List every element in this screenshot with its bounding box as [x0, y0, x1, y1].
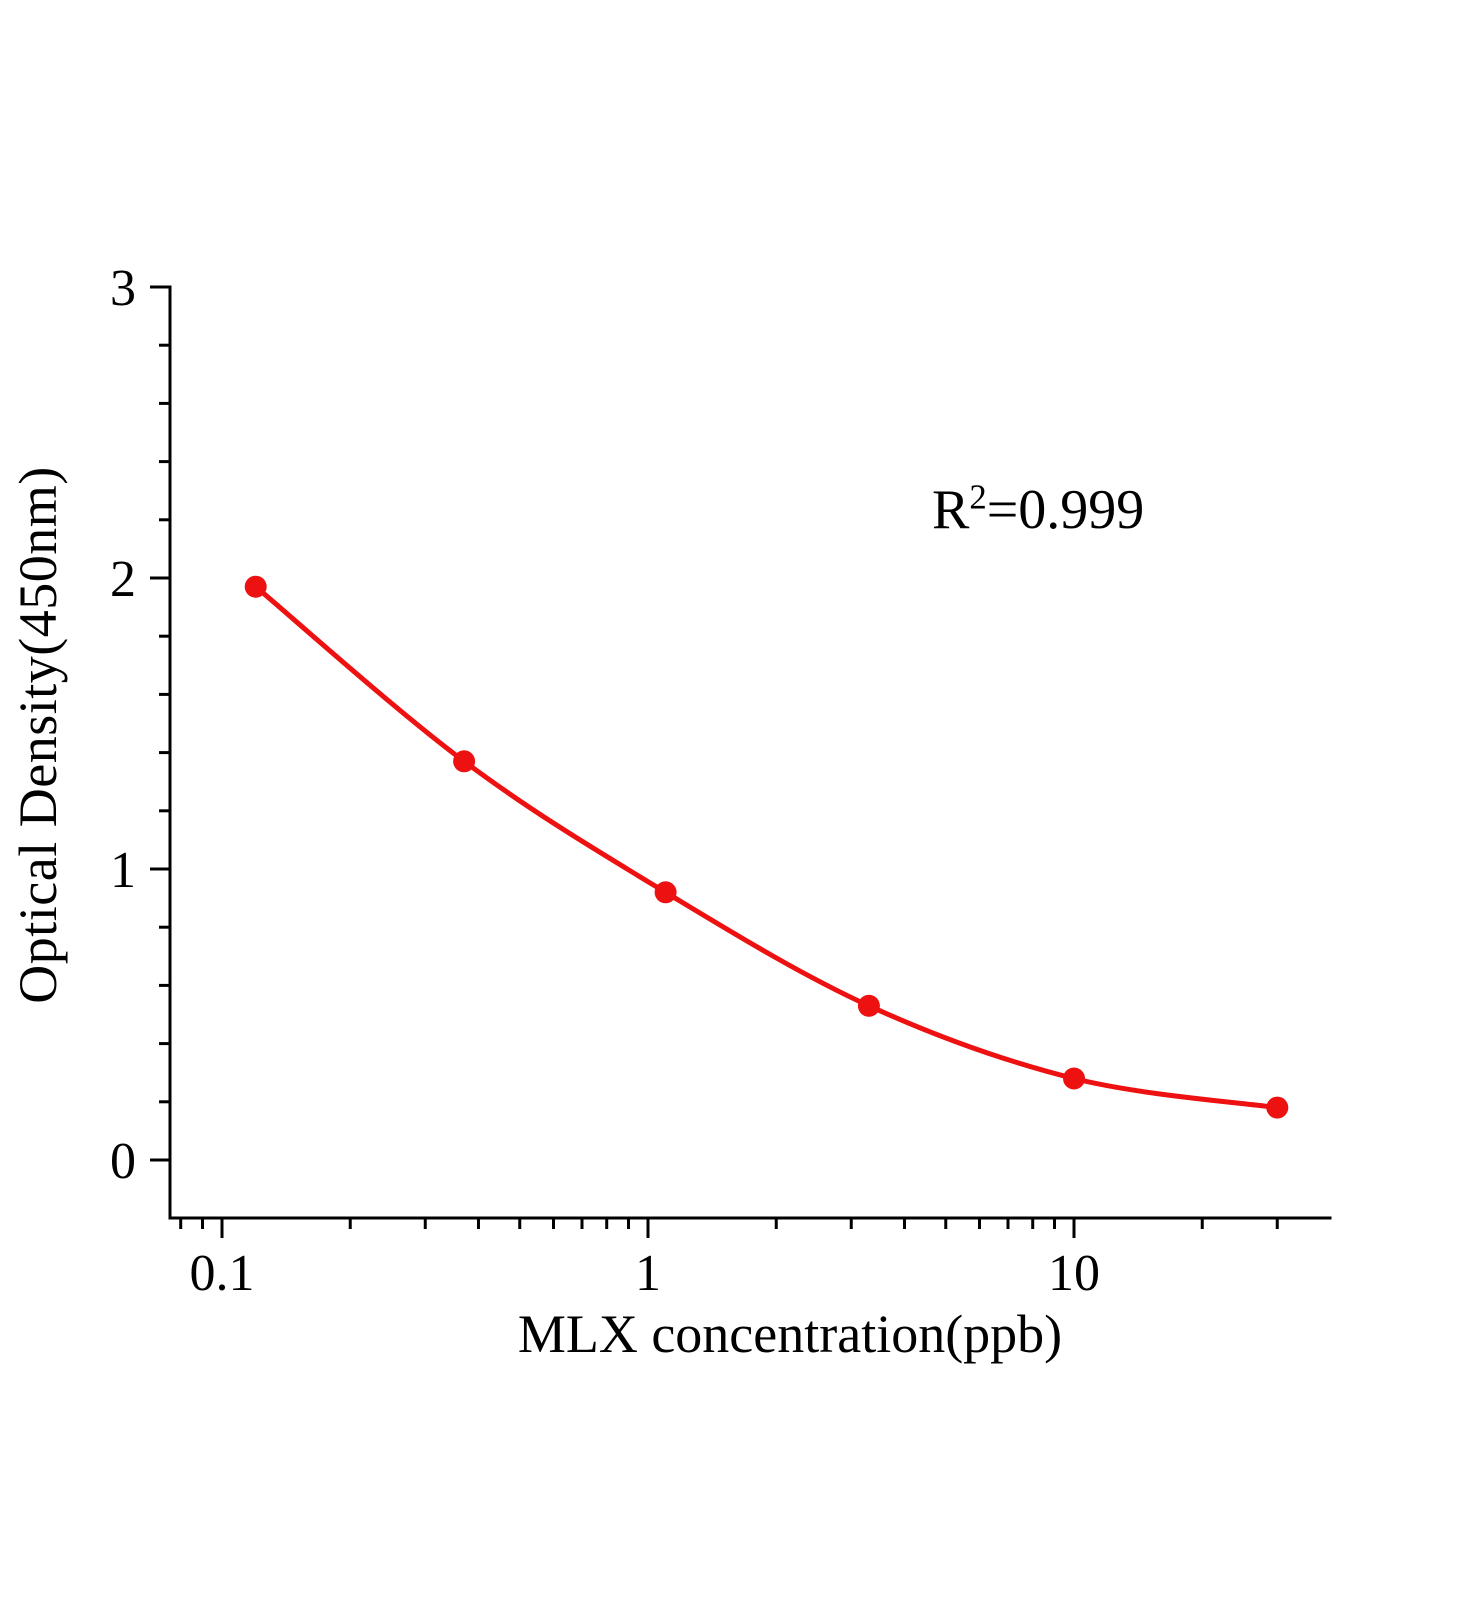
data-point-marker — [857, 994, 880, 1017]
axis-frame — [168, 285, 1332, 1220]
data-point-marker — [244, 575, 267, 598]
data-point-marker — [654, 881, 677, 904]
data-point-marker — [1063, 1067, 1085, 1090]
data-point-marker — [1266, 1096, 1289, 1119]
data-point-marker — [453, 750, 476, 773]
y-axis-title: Optical Density(450nm) — [8, 466, 68, 1004]
r-squared-exponent: 2 — [969, 477, 987, 517]
y-tick-label: 1 — [110, 842, 136, 899]
fit-curve — [254, 584, 1278, 1111]
r-squared-annotation: R2=0.999 — [932, 478, 1144, 542]
y-tick-label: 2 — [110, 551, 136, 608]
y-tick-label: 3 — [110, 260, 136, 317]
y-tick-label: 0 — [110, 1133, 136, 1190]
r-squared-value: =0.999 — [986, 479, 1145, 541]
x-tick-label: 10 — [1048, 1245, 1100, 1302]
x-tick-label: 1 — [635, 1245, 661, 1302]
x-axis-title: MLX concentration(ppb) — [517, 1304, 1063, 1364]
r-squared-prefix: R — [932, 479, 970, 541]
x-tick-label: 0.1 — [190, 1245, 255, 1302]
